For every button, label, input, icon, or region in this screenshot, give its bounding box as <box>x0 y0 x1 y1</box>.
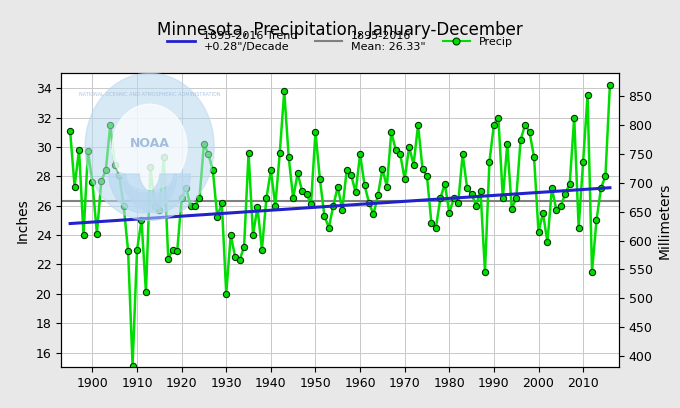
Circle shape <box>85 73 214 220</box>
Title: Minnesota, Precipitation, January-December: Minnesota, Precipitation, January-Decemb… <box>157 20 523 38</box>
Wedge shape <box>122 174 190 213</box>
Text: NATIONAL OCEANIC AND ATMOSPHERIC ADMINISTRATION: NATIONAL OCEANIC AND ATMOSPHERIC ADMINIS… <box>79 92 220 97</box>
Text: NOAA: NOAA <box>130 137 169 149</box>
Wedge shape <box>109 174 177 213</box>
Circle shape <box>112 104 187 189</box>
Legend: 1895-2016 Trend
+0.28"/Decade, 1895-2016
Mean: 26.33", Precip: 1895-2016 Trend +0.28"/Decade, 1895-2016… <box>163 26 517 57</box>
Y-axis label: Inches: Inches <box>16 198 30 243</box>
Y-axis label: Millimeters: Millimeters <box>658 182 672 259</box>
